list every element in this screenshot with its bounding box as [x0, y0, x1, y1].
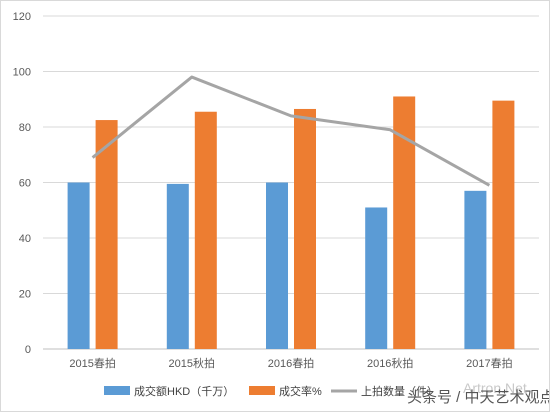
x-axis-ticks: 2015春拍 2015秋拍 2016春拍 2016秋拍 2017春拍 — [69, 356, 512, 370]
bar-turnover — [365, 207, 388, 349]
bar-rate — [194, 111, 217, 349]
x-tick-label: 2015秋拍 — [169, 356, 215, 370]
legend-swatch — [104, 386, 130, 395]
x-tick-label: 2016春拍 — [268, 356, 314, 370]
bar-turnover — [166, 183, 189, 349]
y-axis-ticks: 0 20 40 60 80 100 120 — [13, 11, 31, 356]
legend: 成交额HKD（千万） 成交率% 上拍数量（件） — [104, 384, 438, 398]
bar-rate — [492, 100, 515, 349]
legend-label: 上拍数量（件） — [361, 384, 438, 398]
x-tick-label: 2017春拍 — [466, 356, 512, 370]
bars — [67, 96, 515, 350]
y-tick-label: 20 — [19, 289, 31, 301]
x-tick-label: 2016秋拍 — [367, 356, 413, 370]
y-tick-label: 120 — [13, 11, 31, 23]
bar-rate — [294, 108, 316, 350]
y-tick-label: 100 — [13, 67, 31, 79]
watermark: Artron.Net 头条号 / 中天艺术观点 — [407, 380, 550, 406]
y-tick-label: 80 — [19, 122, 31, 134]
line-listed-lots — [91, 75, 491, 187]
bar-turnover — [464, 190, 487, 349]
legend-label: 成交额HKD（千万） — [134, 384, 234, 398]
bar-turnover — [266, 182, 288, 349]
legend-label: 成交率% — [279, 384, 322, 398]
bar-rate — [393, 96, 416, 349]
watermark-text: 头条号 / 中天艺术观点 — [407, 389, 549, 406]
y-tick-label: 0 — [25, 344, 31, 356]
y-tick-label: 40 — [19, 233, 31, 245]
bar-rate — [95, 120, 118, 349]
line-series — [91, 75, 491, 187]
x-tick-label: 2015春拍 — [69, 356, 115, 370]
y-tick-label: 60 — [19, 178, 31, 190]
watermark-faint: Artron.Net — [463, 380, 527, 396]
gridlines — [43, 15, 539, 350]
legend-swatch — [249, 386, 275, 395]
bar-turnover — [67, 182, 90, 349]
